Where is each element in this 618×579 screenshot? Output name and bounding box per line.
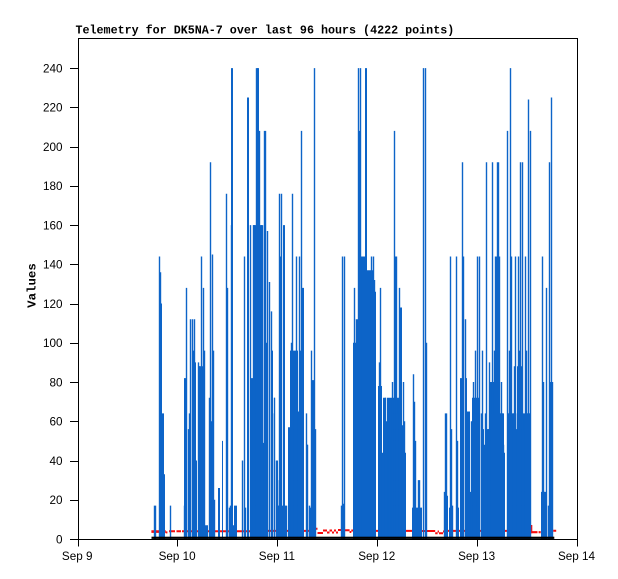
svg-text:180: 180: [43, 180, 63, 193]
svg-text:20: 20: [49, 494, 63, 507]
svg-text:200: 200: [43, 141, 63, 154]
svg-text:160: 160: [43, 220, 63, 233]
svg-text:100: 100: [43, 337, 63, 350]
svg-text:60: 60: [49, 416, 63, 429]
svg-text:0: 0: [56, 533, 63, 546]
svg-text:240: 240: [43, 63, 63, 76]
svg-text:80: 80: [49, 376, 63, 389]
svg-text:Sep 9: Sep 9: [62, 550, 93, 563]
svg-text:Sep 12: Sep 12: [358, 550, 395, 563]
svg-text:Sep 13: Sep 13: [458, 550, 495, 563]
svg-text:120: 120: [43, 298, 63, 311]
svg-text:Sep 10: Sep 10: [159, 550, 197, 563]
svg-text:Sep 11: Sep 11: [259, 550, 295, 563]
svg-text:Sep 14: Sep 14: [558, 550, 596, 563]
svg-text:Telemetry for DK5NA-7 over las: Telemetry for DK5NA-7 over last 96 hours…: [76, 24, 455, 38]
svg-text:140: 140: [43, 259, 63, 272]
svg-text:40: 40: [49, 455, 63, 468]
svg-text:220: 220: [43, 102, 63, 115]
svg-text:Values: Values: [26, 263, 40, 308]
